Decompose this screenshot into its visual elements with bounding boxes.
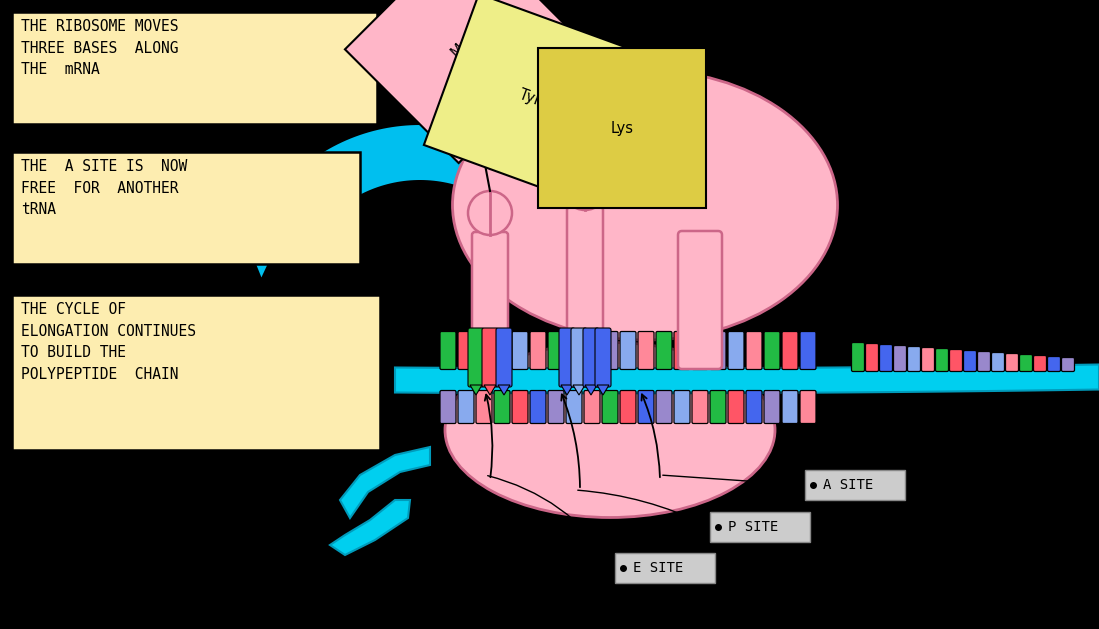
FancyBboxPatch shape — [620, 331, 636, 369]
Polygon shape — [560, 385, 573, 395]
FancyBboxPatch shape — [12, 12, 377, 124]
Polygon shape — [241, 209, 293, 277]
FancyBboxPatch shape — [468, 328, 484, 387]
Text: A SITE: A SITE — [823, 478, 874, 492]
FancyBboxPatch shape — [440, 331, 456, 369]
FancyBboxPatch shape — [512, 391, 528, 423]
FancyBboxPatch shape — [476, 331, 492, 369]
FancyBboxPatch shape — [710, 512, 810, 542]
FancyBboxPatch shape — [639, 391, 654, 423]
FancyBboxPatch shape — [852, 343, 865, 372]
FancyBboxPatch shape — [879, 345, 892, 372]
Circle shape — [468, 191, 512, 235]
FancyBboxPatch shape — [977, 352, 990, 372]
FancyBboxPatch shape — [530, 331, 546, 369]
FancyBboxPatch shape — [921, 347, 934, 372]
FancyBboxPatch shape — [764, 391, 780, 423]
FancyBboxPatch shape — [866, 343, 878, 372]
FancyBboxPatch shape — [746, 391, 762, 423]
FancyBboxPatch shape — [595, 328, 611, 387]
FancyBboxPatch shape — [1047, 357, 1061, 372]
Text: THE CYCLE OF
ELONGATION CONTINUES
TO BUILD THE
POLYPEPTIDE  CHAIN: THE CYCLE OF ELONGATION CONTINUES TO BUI… — [21, 302, 196, 382]
FancyBboxPatch shape — [692, 331, 708, 369]
FancyBboxPatch shape — [800, 331, 815, 369]
FancyBboxPatch shape — [782, 331, 798, 369]
FancyBboxPatch shape — [991, 352, 1004, 372]
Circle shape — [563, 166, 607, 210]
FancyBboxPatch shape — [458, 391, 474, 423]
FancyBboxPatch shape — [782, 391, 798, 423]
FancyBboxPatch shape — [566, 391, 582, 423]
FancyBboxPatch shape — [582, 328, 599, 387]
Polygon shape — [597, 385, 609, 395]
FancyBboxPatch shape — [548, 391, 564, 423]
FancyBboxPatch shape — [476, 391, 492, 423]
FancyBboxPatch shape — [964, 350, 977, 372]
FancyBboxPatch shape — [656, 391, 671, 423]
Text: Met: Met — [448, 30, 478, 60]
FancyBboxPatch shape — [584, 331, 600, 369]
FancyBboxPatch shape — [692, 391, 708, 423]
FancyBboxPatch shape — [559, 328, 575, 387]
Text: E SITE: E SITE — [633, 561, 684, 575]
FancyBboxPatch shape — [620, 391, 636, 423]
FancyBboxPatch shape — [567, 207, 603, 338]
FancyBboxPatch shape — [800, 391, 815, 423]
FancyBboxPatch shape — [764, 331, 780, 369]
Polygon shape — [395, 364, 1099, 393]
FancyBboxPatch shape — [728, 391, 744, 423]
FancyBboxPatch shape — [493, 331, 510, 369]
FancyBboxPatch shape — [440, 391, 456, 423]
Text: Tyr: Tyr — [518, 87, 543, 109]
FancyBboxPatch shape — [639, 331, 654, 369]
FancyBboxPatch shape — [1062, 357, 1075, 372]
Text: THE RIBOSOME MOVES
THREE BASES  ALONG
THE  mRNA: THE RIBOSOME MOVES THREE BASES ALONG THE… — [21, 19, 178, 77]
FancyBboxPatch shape — [12, 152, 360, 264]
FancyBboxPatch shape — [1033, 355, 1046, 372]
FancyBboxPatch shape — [471, 232, 508, 338]
Polygon shape — [253, 125, 566, 255]
Polygon shape — [498, 385, 510, 395]
Text: THE  A SITE IS  NOW
FREE  FOR  ANOTHER
tRNA: THE A SITE IS NOW FREE FOR ANOTHER tRNA — [21, 159, 187, 217]
FancyBboxPatch shape — [615, 553, 715, 583]
FancyBboxPatch shape — [482, 328, 498, 387]
FancyBboxPatch shape — [493, 391, 510, 423]
FancyBboxPatch shape — [656, 331, 671, 369]
FancyBboxPatch shape — [678, 231, 722, 369]
FancyBboxPatch shape — [548, 331, 564, 369]
FancyBboxPatch shape — [584, 391, 600, 423]
FancyBboxPatch shape — [908, 347, 921, 372]
Polygon shape — [330, 500, 410, 555]
FancyBboxPatch shape — [512, 331, 528, 369]
FancyBboxPatch shape — [1020, 355, 1032, 372]
FancyBboxPatch shape — [674, 331, 690, 369]
FancyBboxPatch shape — [1006, 353, 1019, 372]
FancyBboxPatch shape — [571, 328, 587, 387]
FancyBboxPatch shape — [566, 331, 582, 369]
FancyBboxPatch shape — [674, 391, 690, 423]
FancyBboxPatch shape — [12, 295, 380, 450]
FancyBboxPatch shape — [746, 331, 762, 369]
Ellipse shape — [453, 70, 837, 340]
FancyBboxPatch shape — [602, 391, 618, 423]
Polygon shape — [340, 447, 430, 518]
Text: P SITE: P SITE — [728, 520, 778, 534]
Polygon shape — [573, 385, 585, 395]
FancyBboxPatch shape — [950, 350, 963, 372]
FancyBboxPatch shape — [602, 331, 618, 369]
FancyBboxPatch shape — [710, 331, 726, 369]
Text: Lys: Lys — [611, 121, 633, 135]
Polygon shape — [484, 385, 496, 395]
Polygon shape — [585, 385, 597, 395]
FancyBboxPatch shape — [530, 391, 546, 423]
FancyBboxPatch shape — [935, 348, 948, 372]
FancyBboxPatch shape — [496, 328, 512, 387]
Ellipse shape — [445, 343, 775, 518]
FancyBboxPatch shape — [893, 345, 907, 372]
FancyBboxPatch shape — [804, 470, 904, 500]
FancyBboxPatch shape — [458, 331, 474, 369]
FancyBboxPatch shape — [710, 391, 726, 423]
Polygon shape — [470, 385, 482, 395]
FancyBboxPatch shape — [728, 331, 744, 369]
